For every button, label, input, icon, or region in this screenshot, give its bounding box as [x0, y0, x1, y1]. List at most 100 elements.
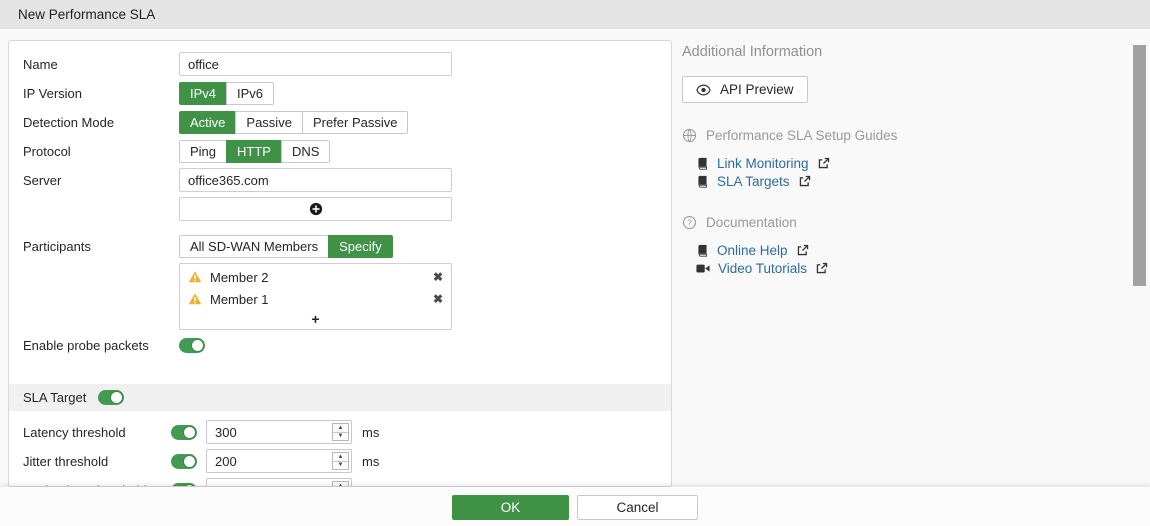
jitter-threshold-field: ▲▼ [206, 449, 352, 473]
latency-threshold-toggle[interactable] [171, 424, 197, 440]
external-link-icon [815, 262, 828, 275]
external-link-icon [796, 244, 809, 257]
ip-version-option-ipv4[interactable]: IPv4 [179, 81, 228, 105]
external-link-icon [798, 175, 811, 188]
protocol-segmented: Ping HTTP DNS [179, 139, 331, 163]
packet-loss-threshold-input[interactable] [207, 479, 351, 486]
participants-option-all[interactable]: All SD-WAN Members [179, 234, 330, 258]
detection-mode-segmented: Active Passive Prefer Passive [179, 110, 409, 134]
external-link-icon [817, 157, 830, 170]
jitter-threshold-label: Jitter threshold [23, 453, 109, 469]
member-list-item[interactable]: Member 2 ✖ [180, 266, 451, 288]
warning-icon [188, 270, 202, 284]
sla-targets-link[interactable]: SLA Targets [696, 172, 1022, 190]
online-help-label[interactable]: Online Help [717, 242, 788, 258]
additional-information-panel: Additional Information API Preview Perfo… [682, 44, 1022, 277]
member-list-item[interactable]: Member 1 ✖ [180, 288, 451, 310]
link-monitoring-link[interactable]: Link Monitoring [696, 154, 1022, 172]
packet-loss-threshold-label: Packet loss threshold [23, 483, 171, 487]
server-row: Server [23, 168, 663, 192]
video-tutorials-label[interactable]: Video Tutorials [718, 260, 808, 276]
ok-button[interactable]: OK [452, 495, 569, 520]
add-server-button[interactable] [179, 197, 452, 221]
book-icon [696, 175, 709, 188]
api-preview-button[interactable]: API Preview [682, 76, 808, 103]
server-label: Server [23, 172, 62, 188]
spinner-up-icon[interactable]: ▲ [333, 424, 348, 433]
ip-version-segmented: IPv4 IPv6 [179, 81, 275, 105]
latency-threshold-input[interactable] [207, 421, 351, 443]
jitter-spinner: ▲ ▼ [332, 452, 349, 470]
server-add-row [23, 197, 663, 221]
detection-mode-option-prefer-passive[interactable]: Prefer Passive [301, 110, 409, 134]
documentation-label: Documentation [706, 215, 797, 230]
svg-text:?: ? [687, 218, 692, 228]
participants-member-list: Member 2 ✖ Member 1 ✖ + [179, 263, 452, 330]
packet-loss-threshold-row: Packet loss threshold ▲▼ % [23, 478, 663, 487]
protocol-option-ping[interactable]: Ping [179, 139, 228, 163]
vertical-scrollbar-thumb[interactable] [1133, 45, 1146, 286]
name-input[interactable] [179, 52, 452, 76]
sla-target-label: SLA Target [23, 390, 87, 405]
protocol-option-dns[interactable]: DNS [280, 139, 331, 163]
detection-mode-option-active[interactable]: Active [179, 110, 237, 134]
enable-probe-packets-label: Enable probe packets [23, 337, 149, 353]
spinner-down-icon[interactable]: ▼ [337, 462, 344, 469]
protocol-option-http[interactable]: HTTP [226, 139, 282, 163]
online-help-link[interactable]: Online Help [696, 241, 1022, 259]
latency-threshold-unit: ms [362, 424, 380, 440]
question-icon: ? [682, 215, 697, 230]
link-monitoring-label[interactable]: Link Monitoring [717, 155, 809, 171]
add-member-button[interactable]: + [311, 311, 320, 327]
sla-target-toggle[interactable] [98, 390, 125, 405]
member-name: Member 2 [210, 269, 269, 285]
cancel-button[interactable]: Cancel [577, 495, 698, 520]
api-preview-label: API Preview [720, 82, 794, 97]
setup-guides-heading: Performance SLA Setup Guides [682, 128, 1022, 143]
enable-probe-packets-toggle[interactable] [179, 337, 205, 353]
spinner-down-icon[interactable]: ▼ [337, 433, 344, 440]
name-row: Name [23, 52, 663, 76]
latency-threshold-row: Latency threshold ▲▼ ms [23, 420, 663, 444]
video-tutorials-link[interactable]: Video Tutorials [696, 259, 1022, 277]
dialog-footer: OK Cancel [0, 487, 1150, 526]
spinner-up-icon[interactable]: ▲ [333, 453, 348, 462]
enable-probe-packets-row: Enable probe packets [23, 333, 663, 357]
server-input[interactable] [179, 168, 452, 192]
ip-version-row: IP Version IPv4 IPv6 [23, 81, 663, 105]
warning-icon [188, 292, 202, 306]
book-icon [696, 244, 709, 257]
latency-threshold-field: ▲▼ [206, 420, 352, 444]
packet-loss-threshold-unit: % [362, 483, 374, 487]
packet-loss-spinner: ▲▼ [332, 481, 349, 486]
eye-icon [696, 84, 711, 96]
jitter-threshold-input[interactable] [207, 450, 351, 472]
remove-member-icon[interactable]: ✖ [432, 292, 443, 306]
participants-option-specify[interactable]: Specify [328, 234, 393, 258]
detection-mode-option-passive[interactable]: Passive [235, 110, 303, 134]
sla-form-card: Name IP Version IPv4 IPv6 Detection Mode… [8, 40, 672, 487]
participants-label: Participants [23, 238, 91, 254]
jitter-threshold-toggle[interactable] [171, 453, 197, 469]
packet-loss-threshold-field: ▲▼ [206, 478, 352, 486]
latency-threshold-label: Latency threshold [23, 424, 126, 440]
book-icon [696, 157, 709, 170]
spinner-up-icon[interactable]: ▲ [333, 482, 348, 486]
sla-target-section-header: SLA Target [9, 384, 671, 411]
globe-icon [682, 128, 697, 143]
member-name: Member 1 [210, 291, 269, 307]
video-camera-icon [696, 263, 710, 274]
sla-targets-label[interactable]: SLA Targets [717, 173, 790, 189]
additional-information-title: Additional Information [682, 44, 823, 60]
participants-segmented: All SD-WAN Members Specify [179, 234, 393, 258]
latency-spinner: ▲ ▼ [332, 423, 349, 441]
page-title: New Performance SLA [18, 7, 156, 22]
protocol-label: Protocol [23, 143, 71, 159]
ip-version-label: IP Version [23, 85, 83, 101]
remove-member-icon[interactable]: ✖ [432, 270, 443, 284]
ip-version-option-ipv6[interactable]: IPv6 [226, 81, 275, 105]
participants-row: Participants All SD-WAN Members Specify [23, 234, 663, 258]
detection-mode-row: Detection Mode Active Passive Prefer Pas… [23, 110, 663, 134]
window-titlebar: New Performance SLA [0, 0, 1150, 29]
